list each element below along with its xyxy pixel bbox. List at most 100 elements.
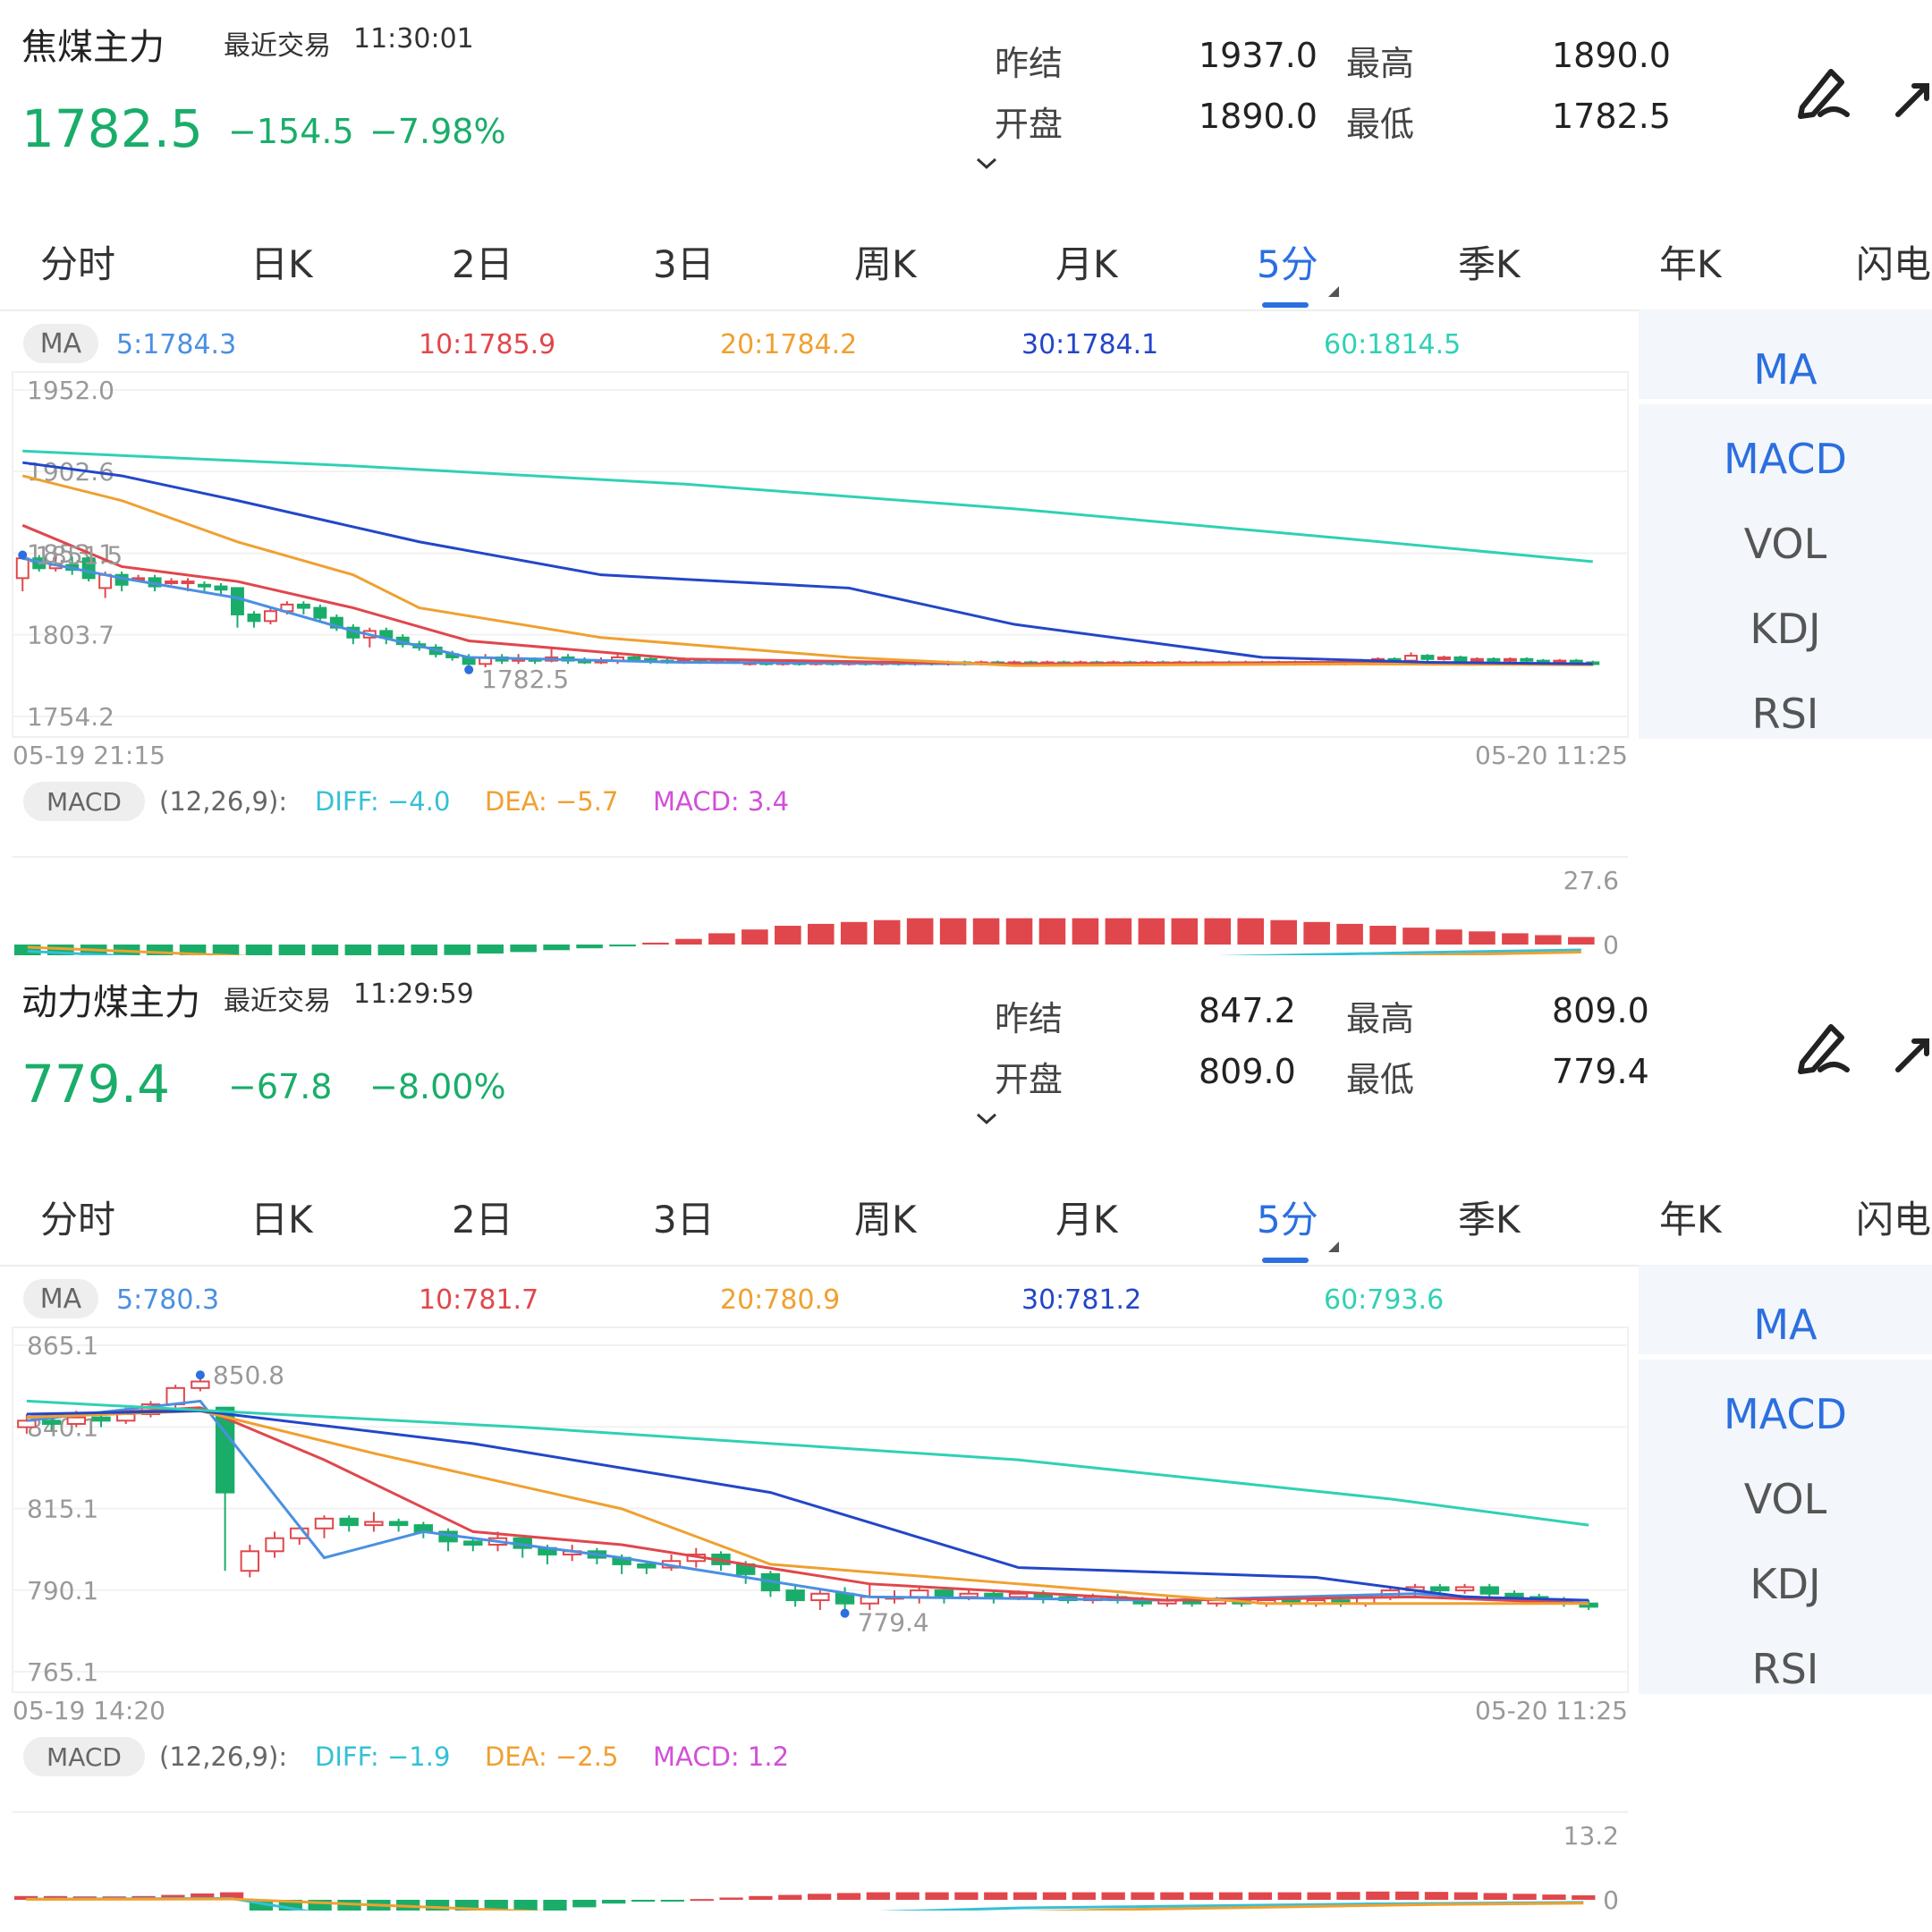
candle — [263, 607, 277, 625]
indicator-item[interactable]: RSI — [1751, 690, 1819, 738]
period-tab[interactable]: 5分 — [1257, 242, 1318, 286]
macd-bar — [1453, 1892, 1479, 1900]
period-tab[interactable]: 5分 — [1257, 1198, 1318, 1241]
period-tab[interactable]: 季K — [1458, 1198, 1521, 1241]
x-start-label: 05-19 21:15 — [13, 741, 165, 770]
indicator-item[interactable]: VOL — [1743, 1475, 1827, 1523]
prev-settle-label: 昨结 — [995, 999, 1063, 1038]
ma-legend-value: 60:1814.5 — [1324, 329, 1461, 360]
draw-pen-icon[interactable] — [1793, 61, 1856, 123]
fullscreen-icon[interactable] — [1889, 1016, 1932, 1079]
macd-bar — [749, 1895, 773, 1900]
macd-bar — [1572, 1894, 1596, 1900]
macd-dea-value: DEA: −2.5 — [485, 1741, 618, 1772]
chevron-down-icon[interactable] — [975, 1107, 998, 1131]
indicator-item[interactable]: VOL — [1743, 520, 1827, 568]
price-change-pct: −8.00% — [369, 1067, 506, 1106]
period-tab[interactable]: 2日 — [452, 242, 513, 286]
macd-badge[interactable] — [23, 782, 145, 821]
macd-bar — [1336, 1892, 1360, 1900]
period-tab[interactable]: 2日 — [452, 1198, 513, 1241]
ma-line — [26, 1399, 1589, 1527]
period-tab[interactable]: 周K — [854, 1198, 917, 1241]
fullscreen-icon[interactable] — [1889, 61, 1932, 123]
macd-bar — [1483, 1893, 1507, 1900]
period-tab[interactable]: 日K — [250, 242, 313, 286]
macd-bar — [444, 945, 471, 955]
indicator-item[interactable]: MA — [1639, 1301, 1932, 1349]
period-tab[interactable]: 年K — [1659, 242, 1722, 286]
tab-dropdown-triangle-icon[interactable] — [1328, 286, 1339, 297]
high-marker-dot — [18, 550, 28, 560]
indicator-item[interactable]: MACD — [1724, 435, 1847, 483]
macd-tick-label: 13.2 — [1563, 1821, 1619, 1851]
period-tab[interactable]: 周K — [854, 242, 917, 286]
candle — [362, 627, 377, 648]
last-trade-time: 11:30:01 — [353, 23, 474, 55]
menu-divider — [1639, 399, 1932, 404]
indicator-menu: MA MACD VOL KDJ RSI — [1639, 309, 1932, 739]
indicator-item[interactable]: KDJ — [1750, 605, 1821, 653]
macd-bar — [14, 945, 41, 955]
open-value: 1890.0 — [1199, 97, 1318, 136]
period-tab[interactable]: 年K — [1659, 1198, 1722, 1241]
low-marker-label: 779.4 — [858, 1608, 929, 1638]
low-value: 779.4 — [1552, 1052, 1649, 1091]
period-tab[interactable]: 分时 — [40, 242, 116, 286]
macd-value: MACD: 1.2 — [653, 1741, 789, 1772]
candle — [785, 1583, 805, 1607]
macd-bar — [1270, 919, 1297, 945]
macd-bar — [1469, 931, 1496, 945]
candle — [364, 1512, 384, 1532]
ma-legend-value: 30:781.2 — [1021, 1284, 1141, 1316]
period-tab[interactable]: 季K — [1458, 242, 1521, 286]
macd-bar — [778, 1894, 802, 1900]
kline-chart[interactable]: MA 5:1784.3 10:1785.9 20:1784.2 30:1784.1 60:… — [0, 309, 1637, 955]
period-tab[interactable]: 月K — [1055, 1198, 1118, 1241]
period-tab[interactable]: 月K — [1055, 242, 1118, 286]
contract-name: 动力煤主力 — [21, 982, 200, 1023]
macd-bar — [895, 1892, 919, 1900]
open-label: 开盘 — [995, 1060, 1063, 1099]
macd-bar — [1237, 918, 1265, 945]
low-marker-dot — [464, 665, 474, 674]
period-tab[interactable]: 3日 — [653, 1198, 715, 1241]
macd-bar — [840, 921, 868, 945]
candle — [1436, 656, 1451, 661]
ma-badge[interactable] — [23, 1279, 98, 1318]
indicator-item[interactable]: MA — [1639, 345, 1932, 394]
candle — [463, 1538, 483, 1552]
macd-bar — [866, 1892, 890, 1900]
macd-bar — [1005, 918, 1033, 945]
indicator-item[interactable]: RSI — [1751, 1645, 1819, 1693]
macd-badge[interactable] — [23, 1737, 145, 1776]
last-price: 1782.5 — [21, 98, 203, 159]
period-tab[interactable]: 日K — [250, 1198, 313, 1241]
macd-bar — [1303, 921, 1330, 945]
macd-bar — [925, 1892, 949, 1900]
last-trade-label: 最近交易 — [224, 986, 331, 1017]
indicator-item[interactable]: MACD — [1724, 1390, 1847, 1438]
macd-bar — [1204, 918, 1232, 945]
macd-bar — [1307, 1892, 1331, 1900]
macd-bar — [1535, 935, 1562, 945]
period-tabs: 分时 日K 2日 3日 周K 月K 5分 季K 年K 闪电 — [0, 1179, 1932, 1267]
draw-pen-icon[interactable] — [1793, 1016, 1856, 1079]
macd-bar — [1402, 928, 1429, 945]
price-change: −67.8 — [228, 1067, 333, 1106]
candle — [265, 1531, 284, 1558]
kline-chart[interactable]: MA 5:780.3 10:781.7 20:780.9 30:781.2 60:793.… — [0, 1265, 1637, 1911]
candle — [329, 614, 343, 631]
period-tab[interactable]: 分时 — [40, 1198, 116, 1241]
macd-bar — [1160, 1892, 1184, 1900]
ma-legend-value: 20:780.9 — [720, 1284, 840, 1316]
y-tick-label: 865.1 — [27, 1331, 98, 1360]
period-tab[interactable]: 闪电 — [1856, 242, 1932, 286]
period-tab[interactable]: 闪电 — [1856, 1198, 1932, 1241]
y-tick-label: 790.1 — [27, 1576, 98, 1606]
tab-dropdown-triangle-icon[interactable] — [1328, 1241, 1339, 1252]
indicator-item[interactable]: KDJ — [1750, 1560, 1821, 1608]
ma-badge[interactable] — [23, 324, 98, 363]
period-tab[interactable]: 3日 — [653, 242, 715, 286]
chevron-down-icon[interactable] — [975, 152, 998, 175]
